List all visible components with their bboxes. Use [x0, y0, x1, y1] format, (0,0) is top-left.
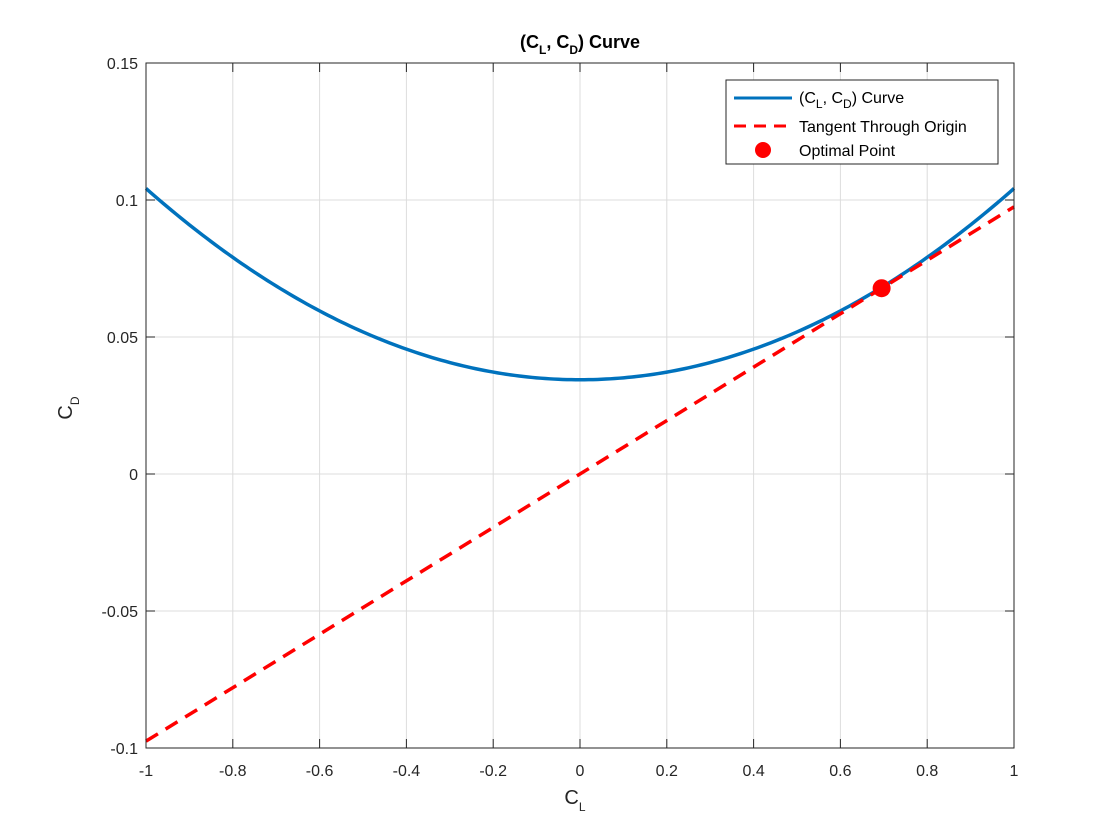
- x-tick-label-4: -0.2: [479, 763, 507, 780]
- x-tick-label-5: 0: [576, 763, 585, 780]
- x-tick-label-0: -1: [139, 763, 153, 780]
- legend-entry-curve: (CL, CD) Curve: [799, 90, 904, 111]
- x-tick-label-9: 0.8: [916, 763, 938, 780]
- legend-marker-optimal: [755, 142, 771, 158]
- x-tick-label-1: -0.8: [219, 763, 247, 780]
- y-axis-label: CD: [55, 396, 82, 419]
- grid-lines: [145, 62, 1015, 749]
- tick-marks: [145, 62, 1015, 749]
- series-curve-line: [144, 187, 1016, 382]
- x-axis-label: CL: [564, 787, 585, 814]
- y-tick-label-3: 0.05: [107, 330, 138, 347]
- x-tick-label-3: -0.4: [393, 763, 421, 780]
- x-tick-label-7: 0.4: [742, 763, 764, 780]
- legend-box: [725, 79, 999, 165]
- tick-labels: -1 -0.8 -0.6 -0.4 -0.2 0 0.2 0.4 0.6 0.8 1 -0.1 -0.0…: [102, 56, 1019, 780]
- optimal-point-marker: [872, 279, 891, 298]
- y-tick-label-1: -0.05: [102, 604, 139, 621]
- series-layer: [144, 187, 1016, 743]
- y-tick-label-4: 0.1: [116, 193, 138, 210]
- y-tick-label-2: 0: [129, 467, 138, 484]
- legend: (CL, CD) Curve Tangent Through Origin Op…: [725, 79, 999, 165]
- legend-entry-optimal: Optimal Point: [799, 143, 896, 160]
- x-tick-label-10: 1: [1010, 763, 1019, 780]
- legend-entry-tangent: Tangent Through Origin: [799, 119, 967, 136]
- y-tick-label-0: -0.1: [110, 741, 138, 758]
- y-tick-label-5: 0.15: [107, 56, 138, 73]
- x-tick-label-2: -0.6: [306, 763, 334, 780]
- x-tick-label-8: 0.6: [829, 763, 851, 780]
- x-tick-label-6: 0.2: [656, 763, 678, 780]
- series-tangent-line: [145, 205, 1015, 743]
- chart-title: (CL, CD) Curve: [520, 32, 640, 57]
